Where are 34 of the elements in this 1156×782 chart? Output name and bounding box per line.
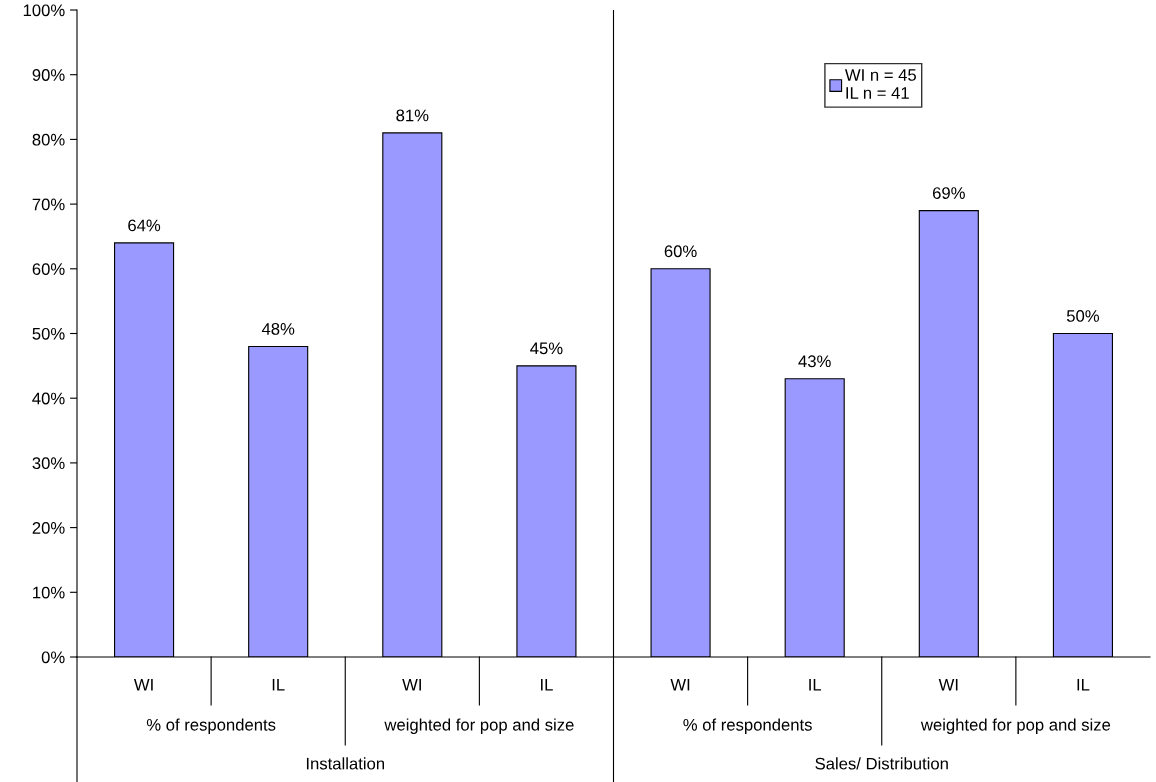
- text: Installation: [306, 757, 385, 770]
- x-tick-label: IL: [1077, 678, 1090, 691]
- x-tick-label: IL: [809, 678, 822, 691]
- y-tick-label: 100%: [23, 4, 65, 17]
- legend-label: WI n = 45 IL n = 41: [844, 69, 916, 99]
- text: weighted for pop and size: [384, 718, 574, 734]
- x-tick-label: WI: [133, 678, 153, 691]
- text: 43%: [798, 355, 831, 368]
- x-tick-label: WI: [402, 678, 421, 691]
- y-tick-label: 40%: [32, 392, 65, 405]
- text: % of respondents: [683, 718, 812, 734]
- text: 50%: [1066, 310, 1100, 322]
- y-tick-label: 70%: [32, 198, 65, 211]
- x-tick-label: WI: [670, 678, 690, 691]
- text: 69%: [932, 187, 965, 199]
- y-tick-label: 10%: [33, 586, 65, 599]
- y-tick-label: 30%: [32, 457, 65, 470]
- y-tick-label: 80%: [32, 133, 65, 146]
- text: Sales/ Distribution: [815, 757, 948, 770]
- text: 45%: [530, 342, 563, 355]
- y-tick-label: 90%: [32, 69, 65, 81]
- x-tick-label: WI: [938, 678, 958, 691]
- text: 81%: [396, 109, 429, 122]
- text: 64%: [128, 219, 161, 232]
- text: % of respondents: [146, 718, 276, 734]
- x-tick-label: IL: [272, 678, 285, 691]
- text: weighted for pop and size: [920, 718, 1111, 734]
- y-tick-label: 0%: [41, 651, 65, 664]
- y-tick-label: 20%: [32, 522, 65, 534]
- y-tick-label: 50%: [32, 327, 65, 340]
- y-tick-label: 60%: [32, 263, 65, 275]
- text: 48%: [261, 323, 295, 335]
- text: 60%: [664, 245, 697, 258]
- x-tick-label: IL: [541, 678, 553, 691]
